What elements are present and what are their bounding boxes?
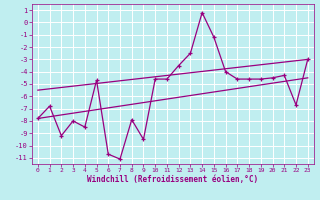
X-axis label: Windchill (Refroidissement éolien,°C): Windchill (Refroidissement éolien,°C) — [87, 175, 258, 184]
